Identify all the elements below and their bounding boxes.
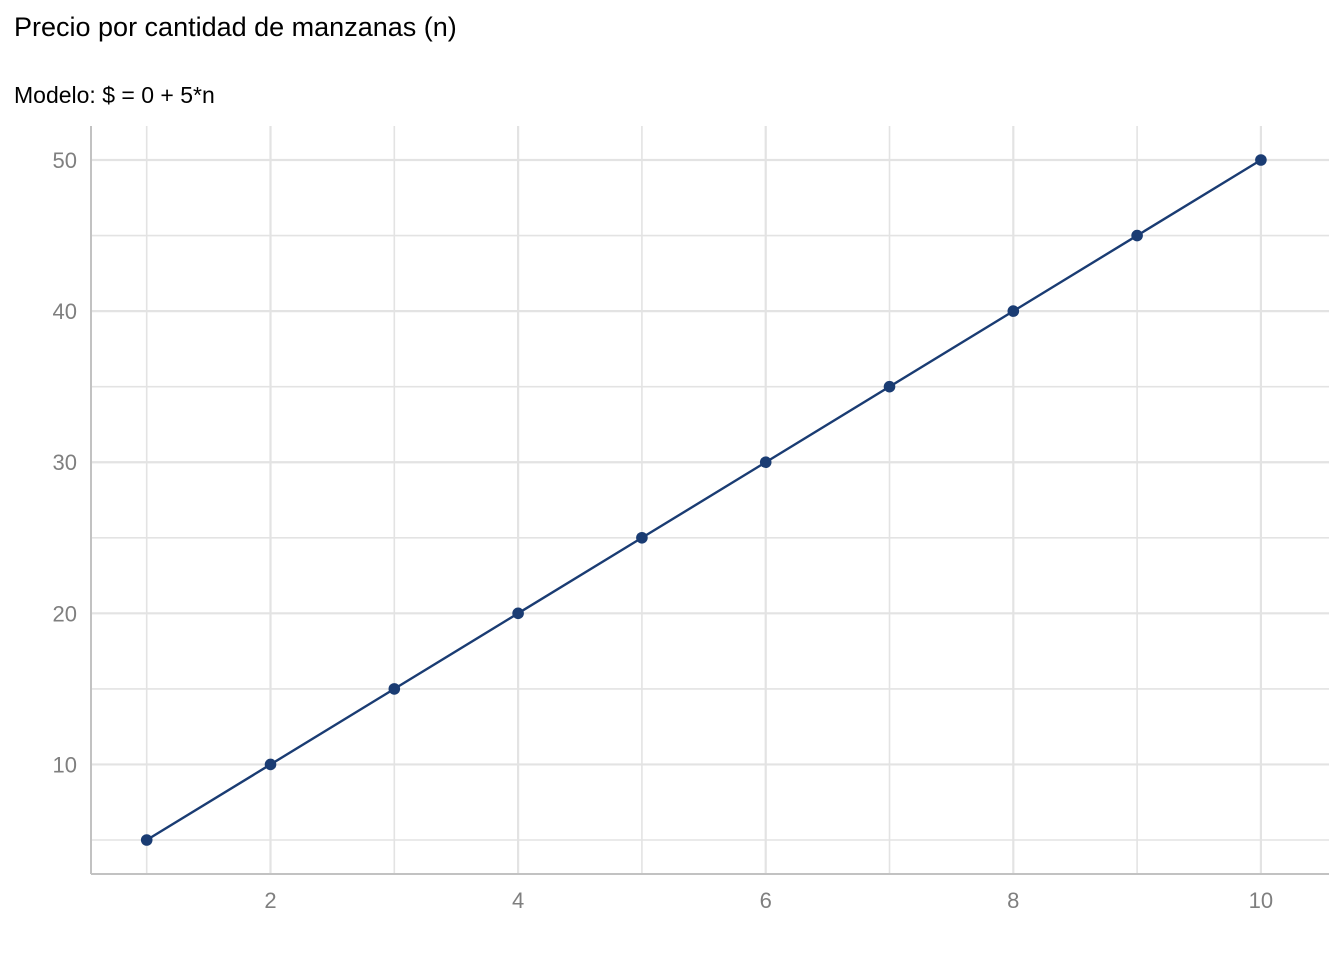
x-tick-label: 4 — [512, 888, 524, 913]
data-point — [1131, 229, 1143, 242]
series-line — [145, 158, 1263, 842]
y-tick-label: 10 — [53, 752, 77, 777]
data-point — [759, 456, 772, 469]
data-point — [636, 531, 648, 544]
x-tick-label: 8 — [1007, 888, 1019, 913]
y-tick-label: 40 — [53, 299, 77, 324]
x-tick-label: 2 — [264, 888, 276, 913]
data-point — [1255, 154, 1267, 166]
x-tick-label: 10 — [1249, 888, 1273, 913]
gridlines — [91, 126, 1329, 874]
tick-labels: 2 4 6 8 10 10 20 30 40 50 — [53, 148, 1274, 913]
axes — [90, 126, 1329, 875]
data-point — [512, 607, 524, 620]
y-tick-label: 30 — [53, 450, 77, 475]
series-layer — [140, 154, 1267, 846]
x-tick-label: 6 — [760, 888, 772, 913]
chart-title: Precio por cantidad de manzanas (n) — [14, 12, 457, 42]
chart-subtitle: Modelo: $ = 0 + 5*n — [14, 82, 215, 108]
data-point — [1007, 305, 1020, 317]
data-point — [388, 683, 401, 695]
y-tick-label: 20 — [53, 601, 77, 626]
y-tick-label: 50 — [53, 148, 77, 173]
data-point — [264, 758, 277, 771]
data-point — [140, 834, 153, 846]
data-point — [883, 380, 896, 393]
